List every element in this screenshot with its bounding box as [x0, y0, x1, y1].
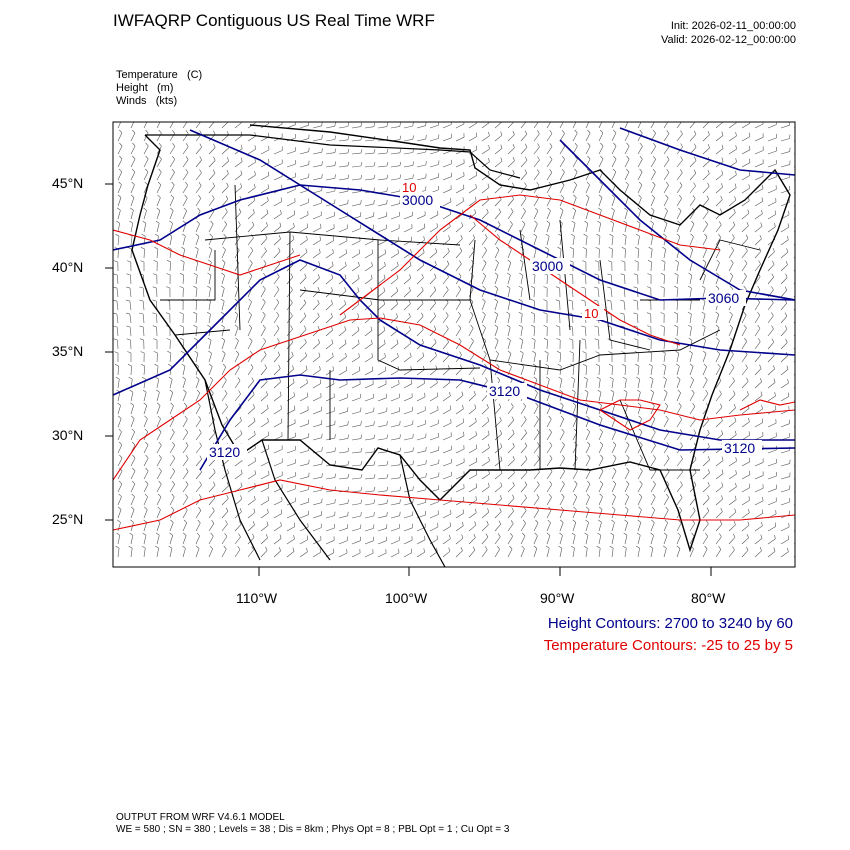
map-background: [113, 122, 795, 567]
temperature-contour-note: Temperature Contours: -25 to 25 by 5: [543, 637, 793, 654]
footer-config: WE = 580 ; SN = 380 ; Levels = 38 ; Dis …: [116, 824, 510, 835]
height-contour-note: Height Contours: 2700 to 3240 by 60: [547, 615, 793, 632]
field-name: Winds: [116, 95, 147, 107]
canada-border: [145, 134, 521, 179]
height-label: 3000: [402, 192, 433, 208]
temperature-label: 10: [402, 180, 416, 195]
field-temperature: Temperature (C): [116, 69, 202, 81]
field-height: Height (m): [116, 82, 173, 94]
field-unit: (kts): [155, 95, 178, 107]
temperature-contours: [113, 194, 795, 531]
contour-labels: 3000 3000 3120 3120 3120 3060 10 10: [207, 180, 762, 460]
field-unit: (m): [156, 82, 174, 94]
wind-barbs: [113, 122, 795, 558]
lon-label-100: 100°W: [385, 590, 428, 606]
temperature-label: 10: [584, 306, 598, 321]
height-label: 3120: [489, 383, 520, 399]
height-label: 3000: [532, 258, 563, 274]
field-winds: Winds (kts): [116, 95, 177, 107]
wind-barb-field: [113, 122, 795, 558]
lat-label-25: 25°N: [52, 511, 84, 527]
lat-label-45: 45°N: [52, 175, 84, 191]
valid-time: Valid: 2026-02-12_00:00:00: [661, 34, 796, 46]
footer-model: OUTPUT FROM WRF V4.6.1 MODEL: [116, 812, 285, 823]
map-frame: [112, 121, 796, 568]
height-label: 3120: [724, 440, 755, 456]
lat-label-40: 40°N: [52, 259, 84, 275]
field-name: Temperature: [116, 69, 178, 81]
lat-label-30: 30°N: [52, 427, 84, 443]
lat-label-35: 35°N: [52, 343, 84, 359]
field-unit: (C): [186, 69, 203, 81]
height-label: 3060: [708, 290, 739, 306]
height-label: 3120: [209, 444, 240, 460]
state-lines: [160, 184, 761, 471]
mexico-coast: [204, 379, 446, 567]
page-title: IWFAQRP Contiguous US Real Time WRF: [113, 11, 435, 30]
lon-label-80: 80°W: [691, 590, 726, 606]
field-name: Height: [116, 82, 148, 94]
init-time: Init: 2026-02-11_00:00:00: [670, 20, 796, 32]
lon-label-110: 110°W: [236, 590, 278, 606]
lon-label-90: 90°W: [540, 590, 575, 606]
axis-ticks: [105, 183, 712, 576]
